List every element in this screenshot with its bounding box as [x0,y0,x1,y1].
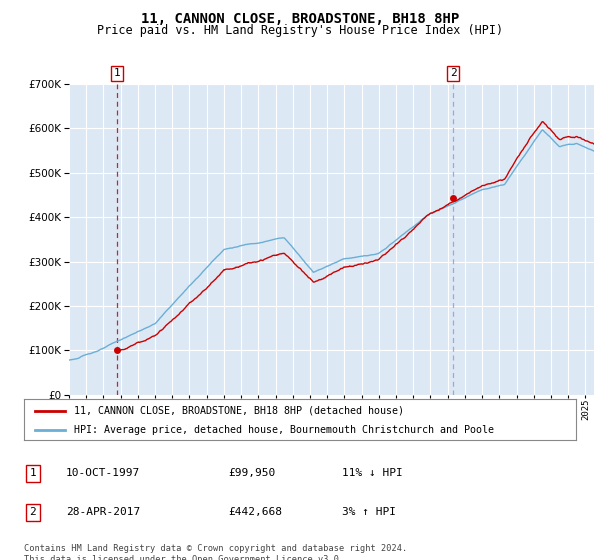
Text: 2: 2 [450,68,457,78]
Text: 11, CANNON CLOSE, BROADSTONE, BH18 8HP: 11, CANNON CLOSE, BROADSTONE, BH18 8HP [141,12,459,26]
Text: Contains HM Land Registry data © Crown copyright and database right 2024.
This d: Contains HM Land Registry data © Crown c… [24,544,407,560]
Text: 1: 1 [29,468,37,478]
Text: 2: 2 [29,507,37,517]
Text: Price paid vs. HM Land Registry's House Price Index (HPI): Price paid vs. HM Land Registry's House … [97,24,503,37]
Text: 1: 1 [113,68,120,78]
Text: 28-APR-2017: 28-APR-2017 [66,507,140,517]
Text: £442,668: £442,668 [228,507,282,517]
Text: 11, CANNON CLOSE, BROADSTONE, BH18 8HP (detached house): 11, CANNON CLOSE, BROADSTONE, BH18 8HP (… [74,405,404,416]
Text: 11% ↓ HPI: 11% ↓ HPI [342,468,403,478]
Text: 3% ↑ HPI: 3% ↑ HPI [342,507,396,517]
Text: 10-OCT-1997: 10-OCT-1997 [66,468,140,478]
Text: HPI: Average price, detached house, Bournemouth Christchurch and Poole: HPI: Average price, detached house, Bour… [74,424,494,435]
Point [112,346,122,355]
Text: £99,950: £99,950 [228,468,275,478]
Point [448,194,458,203]
